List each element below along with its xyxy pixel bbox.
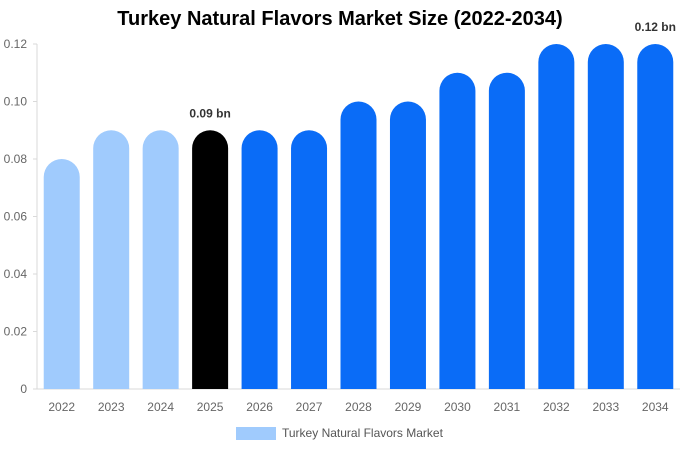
- x-tick-label: 2025: [197, 400, 224, 414]
- bars: [43, 44, 674, 390]
- x-tick-label: 2022: [48, 400, 75, 414]
- data-label: 0.12 bn: [635, 20, 676, 34]
- bar-chart: 00.020.040.060.080.100.12 2022 2023 2024 20…: [4, 20, 680, 414]
- bar-2027: [291, 130, 328, 390]
- x-tick-label: 2027: [296, 400, 323, 414]
- y-tick-label: 0.04: [4, 267, 28, 281]
- bar-2033: [587, 44, 624, 389]
- y-tick-label: 0.02: [4, 325, 28, 339]
- bar-2024: [142, 130, 179, 390]
- x-tick-label: 2026: [246, 400, 273, 414]
- y-tick-label: 0.08: [4, 152, 28, 166]
- legend: Turkey Natural Flavors Market: [236, 426, 443, 440]
- legend-swatch: [236, 426, 276, 440]
- x-tick-label: 2024: [147, 400, 174, 414]
- bar-2031: [488, 72, 525, 389]
- legend-label: Turkey Natural Flavors Market: [282, 426, 443, 440]
- bar-2029: [389, 101, 426, 389]
- x-tick-label: 2031: [494, 400, 521, 414]
- x-tick-label: 2028: [345, 400, 372, 414]
- y-axis: 0 0.02 0.04 0.06 0.08 0.10 0.12: [4, 37, 38, 396]
- data-label: 0.09 bn: [189, 106, 230, 120]
- x-tick-label: 2030: [444, 400, 471, 414]
- x-axis: 2022 2023 2024 2025 2026 2027 2028 2029 2030 2031…: [37, 388, 680, 414]
- bar-2032: [538, 44, 575, 389]
- bar-2025: [192, 130, 229, 390]
- bar-2028: [340, 101, 377, 389]
- bar-2026: [241, 130, 278, 389]
- y-tick-label: 0.12: [4, 37, 28, 51]
- bar-2023: [93, 130, 130, 390]
- y-tick-label: 0.10: [4, 95, 28, 109]
- y-tick-label: 0: [20, 382, 27, 396]
- bar-2034: [637, 44, 674, 389]
- x-tick-label: 2023: [98, 400, 125, 414]
- x-tick-label: 2032: [543, 400, 570, 414]
- bar-2022: [43, 159, 80, 389]
- x-tick-label: 2029: [395, 400, 422, 414]
- chart-title: Turkey Natural Flavors Market Size (2022…: [117, 8, 563, 30]
- annotations: 0.09 bn 0.12 bn: [189, 20, 676, 120]
- x-tick-label: 2034: [642, 400, 669, 414]
- x-tick-label: 2033: [592, 400, 619, 414]
- y-tick-label: 0.06: [4, 210, 28, 224]
- bar-2030: [439, 72, 476, 389]
